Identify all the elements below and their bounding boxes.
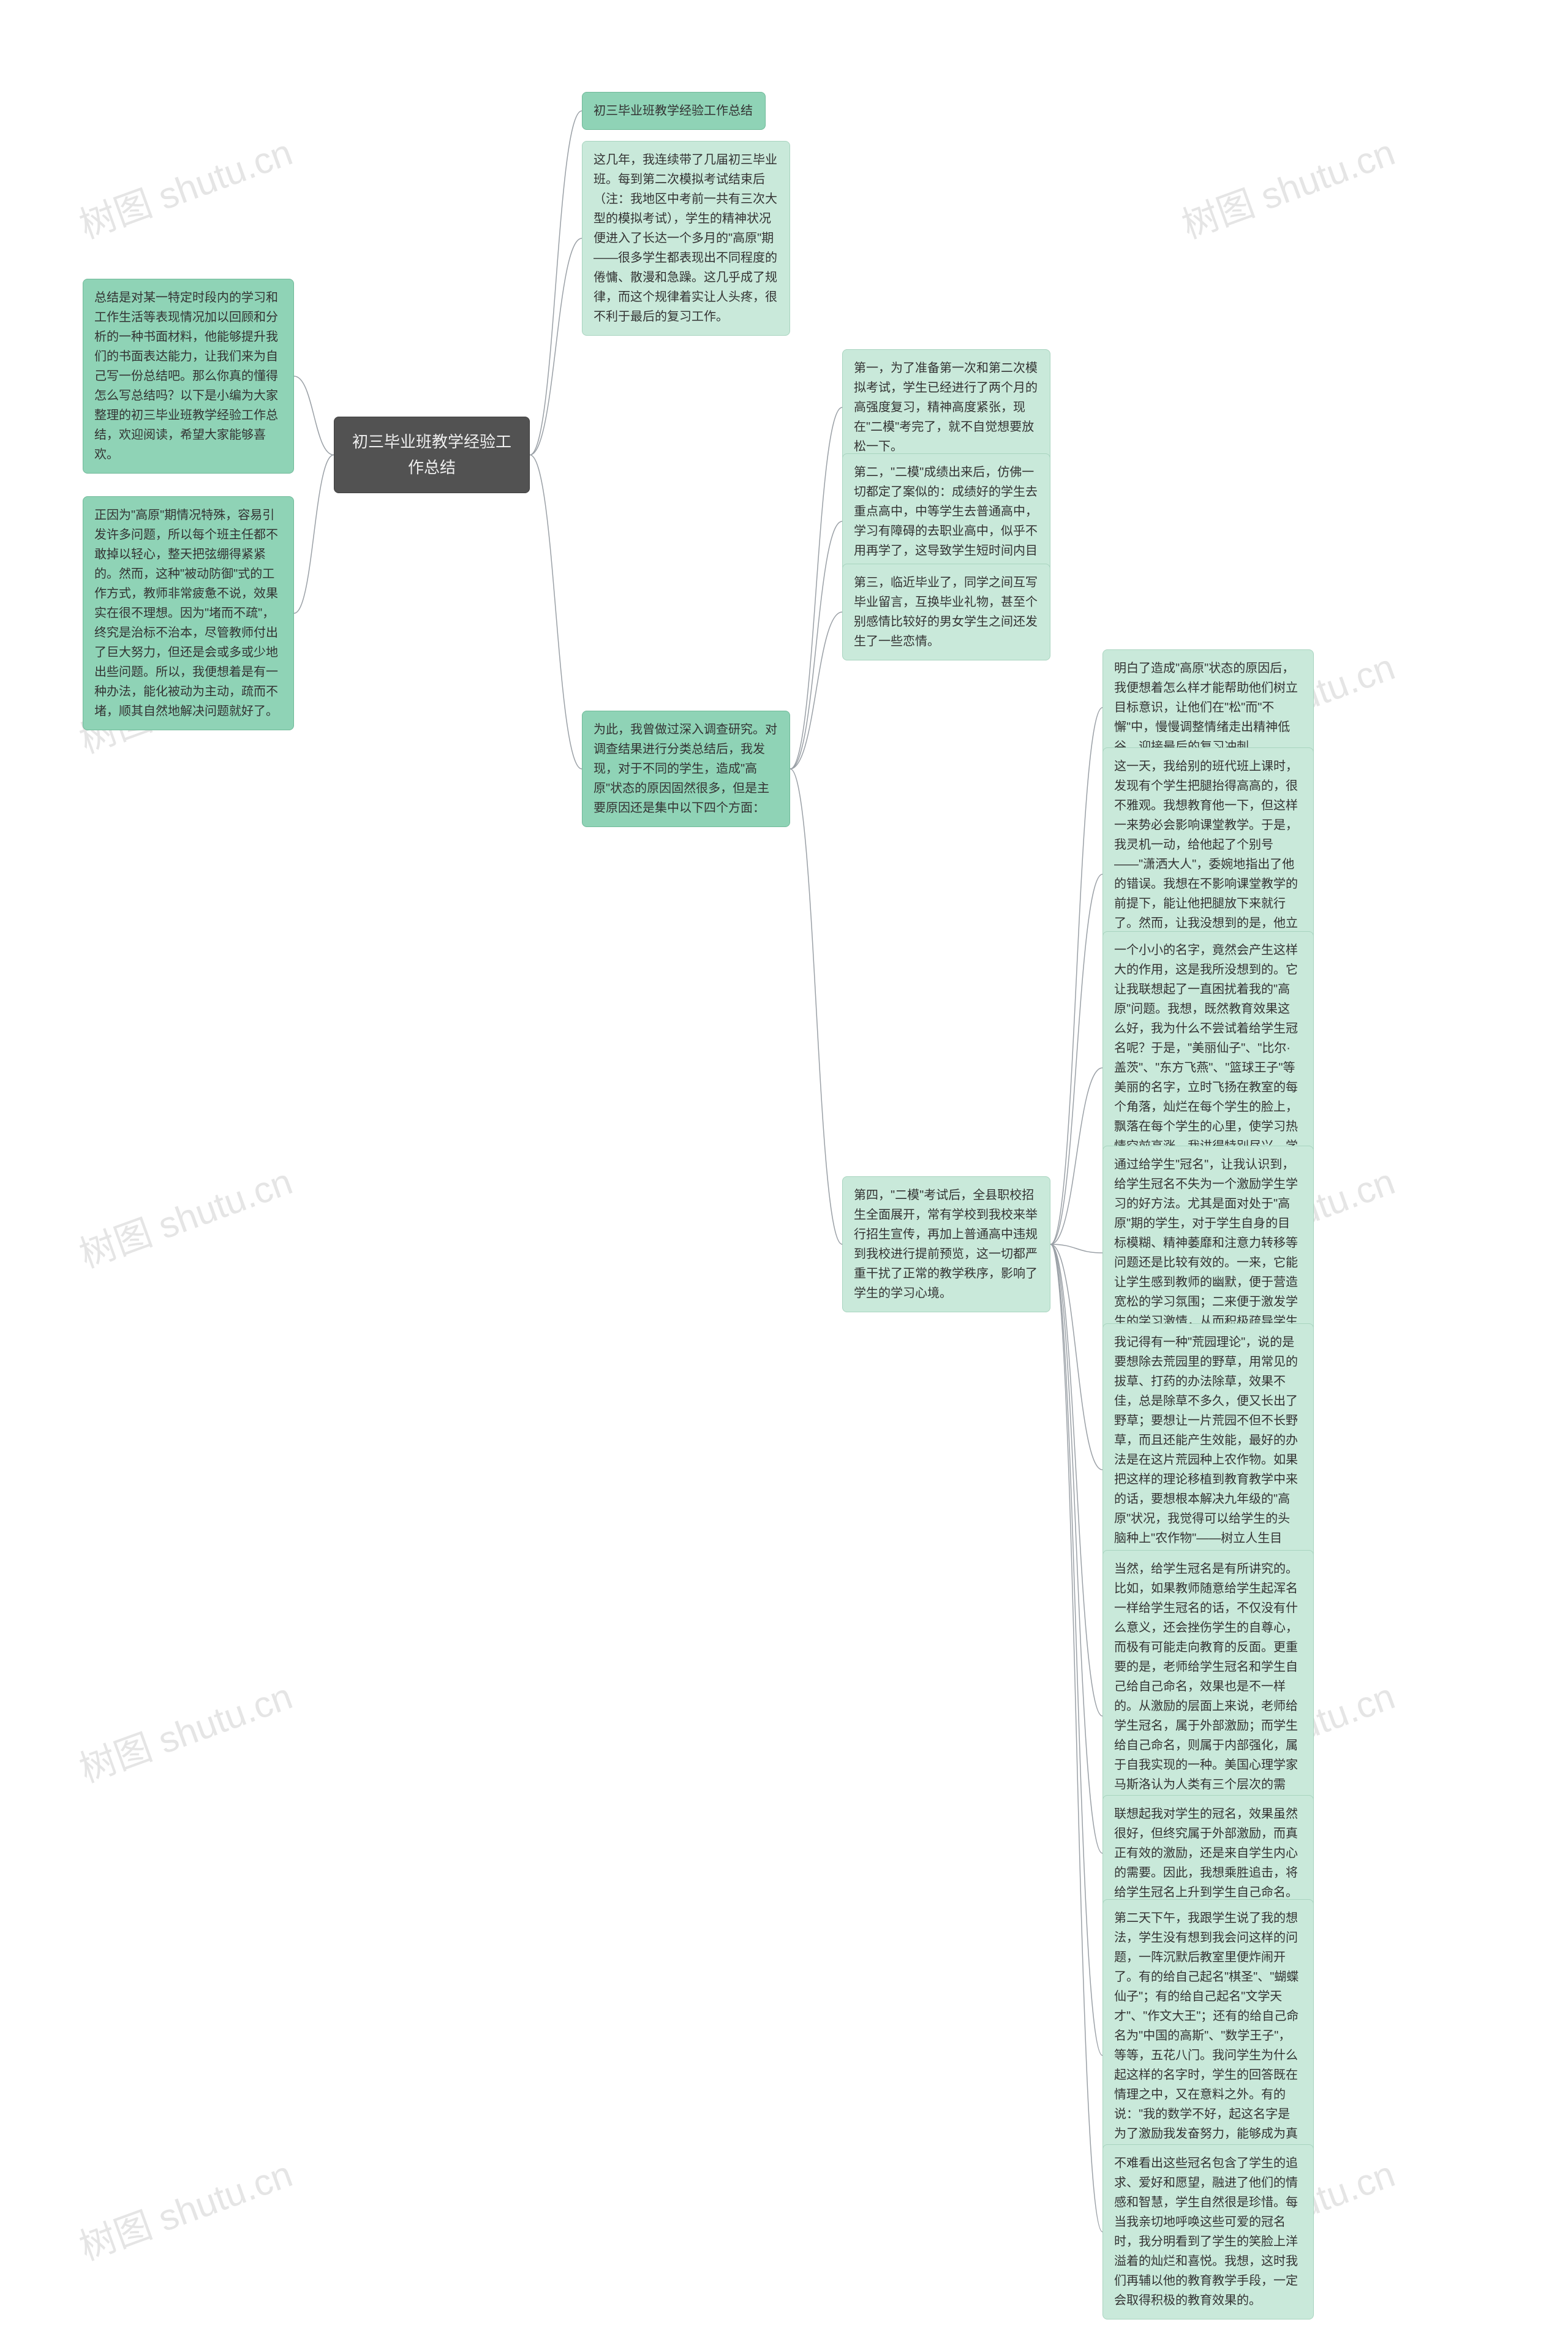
mindmap-node-r1_body[interactable]: 这几年，我连续带了几届初三毕业班。每到第二次模拟考试结束后（注：我地区中考前一共… — [582, 141, 790, 336]
connector — [530, 455, 582, 769]
connector — [294, 376, 334, 455]
mindmap-node-leaf9[interactable]: 不难看出这些冠名包含了学生的追求、爱好和愿望，融进了他们的情感和智慧，学生自然很… — [1102, 2144, 1314, 2319]
connector — [790, 769, 842, 1244]
mindmap-node-center[interactable]: 初三毕业班教学经验工作总结 — [334, 417, 530, 493]
connector — [1050, 1244, 1102, 2232]
connector — [1050, 1244, 1102, 2055]
mindmap-node-leaf7[interactable]: 联想起我对学生的冠名，效果虽然很好，但终究属于外部激励，而真正有效的激励，还是来… — [1102, 1795, 1314, 1911]
mindmap-node-r2_d[interactable]: 第四，"二模"考试后，全县职校招生全面展开，常有学校到我校来举行招生宣传，再加上… — [842, 1176, 1050, 1312]
mindmap-node-r2[interactable]: 为此，我曾做过深入调查研究。对调查结果进行分类总结后，我发现，对于不同的学生，造… — [582, 711, 790, 827]
watermark: 树图 shutu.cn — [71, 2144, 298, 2270]
connector — [790, 521, 842, 769]
mindmap-node-r2_a[interactable]: 第一，为了准备第一次和第二次模拟考试，学生已经进行了两个月的高强度复习，精神高度… — [842, 349, 1050, 466]
watermark: 树图 shutu.cn — [71, 1152, 298, 1278]
connector — [1050, 1244, 1102, 1716]
watermark: 树图 shutu.cn — [1174, 123, 1401, 249]
watermark: 树图 shutu.cn — [71, 1666, 298, 1793]
mindmap-node-r2_c[interactable]: 第三，临近毕业了，同学之间互写毕业留言，互换毕业礼物，甚至个别感情比较好的男女学… — [842, 564, 1050, 660]
watermark: 树图 shutu.cn — [71, 123, 298, 249]
connector — [790, 407, 842, 769]
mindmap-node-r1_title[interactable]: 初三毕业班教学经验工作总结 — [582, 92, 766, 130]
connector — [1050, 874, 1102, 1244]
connector — [1050, 708, 1102, 1244]
connector — [1050, 1068, 1102, 1244]
mindmap-node-left1[interactable]: 总结是对某一特定时段内的学习和工作生活等表现情况加以回顾和分析的一种书面材料，他… — [83, 279, 294, 474]
connector — [530, 111, 582, 455]
connector — [790, 612, 842, 769]
connector — [294, 455, 334, 614]
connector — [1050, 1244, 1102, 1853]
connector — [1050, 1244, 1102, 1253]
mindmap-node-left2[interactable]: 正因为"高原"期情况特殊，容易引发许多问题，所以每个班主任都不敢掉以轻心，整天把… — [83, 496, 294, 730]
connector — [530, 238, 582, 455]
connector — [1050, 1244, 1102, 1470]
